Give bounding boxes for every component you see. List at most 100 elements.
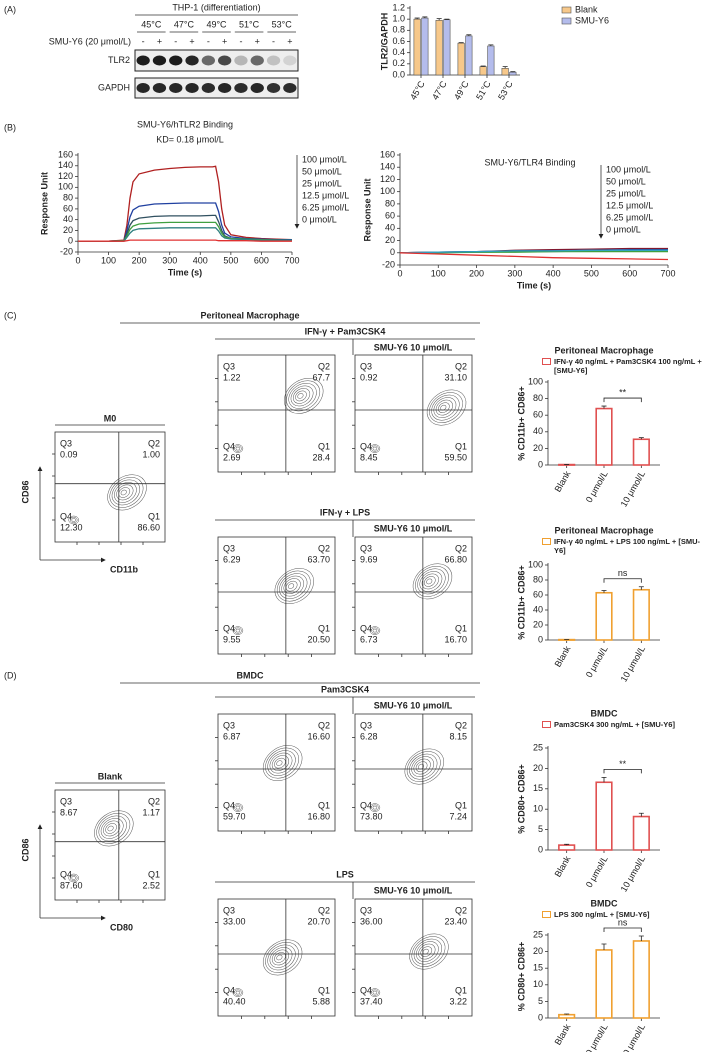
quadrant-name: Q1 <box>318 985 330 995</box>
x-tick-label: 0 μmol/L <box>584 1022 610 1052</box>
y-tick-label: 20 <box>533 763 543 773</box>
quadrant-name: Q3 <box>223 361 235 371</box>
quadrant-name: Q2 <box>455 720 467 730</box>
blot-band <box>201 83 216 93</box>
contour <box>433 397 457 418</box>
contour <box>285 580 298 592</box>
treatment-sign: - <box>207 36 210 46</box>
y-tick-label: 20 <box>63 225 73 235</box>
blot-band <box>234 83 248 93</box>
baseline-label: M0 <box>104 413 117 423</box>
treatment-label: SMU-Y6 10 μmol/L <box>374 885 453 895</box>
contour <box>234 445 242 452</box>
quadrant-value: 37.40 <box>360 996 383 1006</box>
quadrant-name: Q3 <box>360 905 372 915</box>
quadrant-name: Q4 <box>60 869 72 879</box>
bar <box>632 940 650 1019</box>
contour <box>417 568 446 595</box>
quadrant-name: Q2 <box>318 361 330 371</box>
concentration-label: 0 μmol/L <box>606 224 641 234</box>
legend-swatch <box>542 911 551 918</box>
y-tick-label: 60 <box>385 210 395 220</box>
contour <box>435 399 453 416</box>
contour <box>71 518 76 522</box>
quadrant-value: 5.88 <box>312 996 330 1006</box>
y-tick-label: 15 <box>533 783 543 793</box>
x-tick-label: 0 μmol/L <box>584 644 610 679</box>
y-axis-label: Response Unit <box>362 178 372 241</box>
contour <box>267 750 296 776</box>
significance-bracket <box>603 397 642 403</box>
quadrant-value: 8.15 <box>449 731 467 741</box>
quadrant-value: 0.09 <box>60 449 78 459</box>
concentration-label: 12.5 μmol/L <box>302 190 349 200</box>
quadrant-name: Q4 <box>360 985 372 995</box>
legend-item: IFN-γ 40 ng/mL + LPS 100 ng/mL + [SMU-Y6… <box>542 537 704 555</box>
quadrant-value: 6.87 <box>223 731 241 741</box>
quadrant-value: 9.69 <box>360 554 378 564</box>
blot-band <box>234 55 248 66</box>
x-tick-label: 100 <box>431 268 446 278</box>
y-axis-label: TLR2/GAPDH <box>379 13 389 71</box>
series-line <box>78 227 292 242</box>
quadrant-name: Q3 <box>223 543 235 553</box>
temperature-label: 45°C <box>141 19 162 29</box>
legend-item: IFN-γ 40 ng/mL + Pam3CSK4 100 ng/mL + [S… <box>542 357 704 375</box>
x-axis-label: Time (s) <box>517 280 551 290</box>
contour <box>369 803 381 812</box>
bar <box>443 19 451 76</box>
y-tick-label: 20 <box>533 946 543 956</box>
contour <box>415 761 428 772</box>
y-tick-label: 120 <box>380 174 395 184</box>
quadrant-name: Q3 <box>360 543 372 553</box>
x-tick-label: 300 <box>507 268 522 278</box>
contour <box>418 763 425 770</box>
contour <box>416 941 439 962</box>
bar <box>479 66 487 76</box>
error-bar <box>414 17 420 20</box>
blot-band <box>201 55 216 66</box>
contour <box>284 377 324 414</box>
error-bar <box>601 943 607 950</box>
chart-subtitle: KD= 0.18 μmol/L <box>156 134 223 144</box>
contour <box>120 489 127 496</box>
x-tick-label: 10 μmol/L <box>619 469 648 508</box>
quadrant-value: 36.00 <box>360 916 383 926</box>
significance-bracket <box>603 927 642 932</box>
y-tick-label: 20 <box>533 443 543 453</box>
quadrant-name: Q4 <box>60 511 72 521</box>
legend-item: Pam3CSK4 300 ng/mL + [SMU-Y6] <box>542 720 704 729</box>
concentration-label: 50 μmol/L <box>606 176 646 186</box>
contour <box>281 575 305 597</box>
quadrant-name: Q2 <box>318 720 330 730</box>
blot-band <box>250 55 264 66</box>
error-bar <box>638 437 644 440</box>
quadrant-value: 59.70 <box>223 811 246 821</box>
series-line <box>78 165 293 242</box>
error-bar <box>601 405 607 409</box>
quadrant-name: Q1 <box>318 441 330 451</box>
blot-band <box>266 83 281 93</box>
contour <box>118 487 131 498</box>
quadrant-name: Q3 <box>223 720 235 730</box>
bar <box>632 438 650 466</box>
x-tick-label: 10 μmol/L <box>619 854 648 893</box>
treatment-label: SMU-Y6 (20 μmol/L) <box>49 36 131 46</box>
series-line <box>78 202 292 242</box>
blot-row-label: GAPDH <box>98 82 130 92</box>
chart-title: SMU-Y6/hTLR2 Binding <box>137 119 233 129</box>
y-tick-label: 40 <box>385 223 395 233</box>
group-label: IFN-γ + LPS <box>320 507 370 517</box>
quadrant-value: 16.70 <box>444 634 467 644</box>
y-tick-label: 160 <box>380 149 395 159</box>
contour <box>297 393 304 399</box>
quadrant-name: Q4 <box>223 441 235 451</box>
x-tick-label: 0 <box>397 268 402 278</box>
contour <box>426 389 467 426</box>
contour <box>69 516 78 524</box>
bar <box>509 71 517 76</box>
treatment-sign: - <box>142 36 145 46</box>
quadrant-name: Q1 <box>455 800 467 810</box>
bar <box>595 781 613 851</box>
